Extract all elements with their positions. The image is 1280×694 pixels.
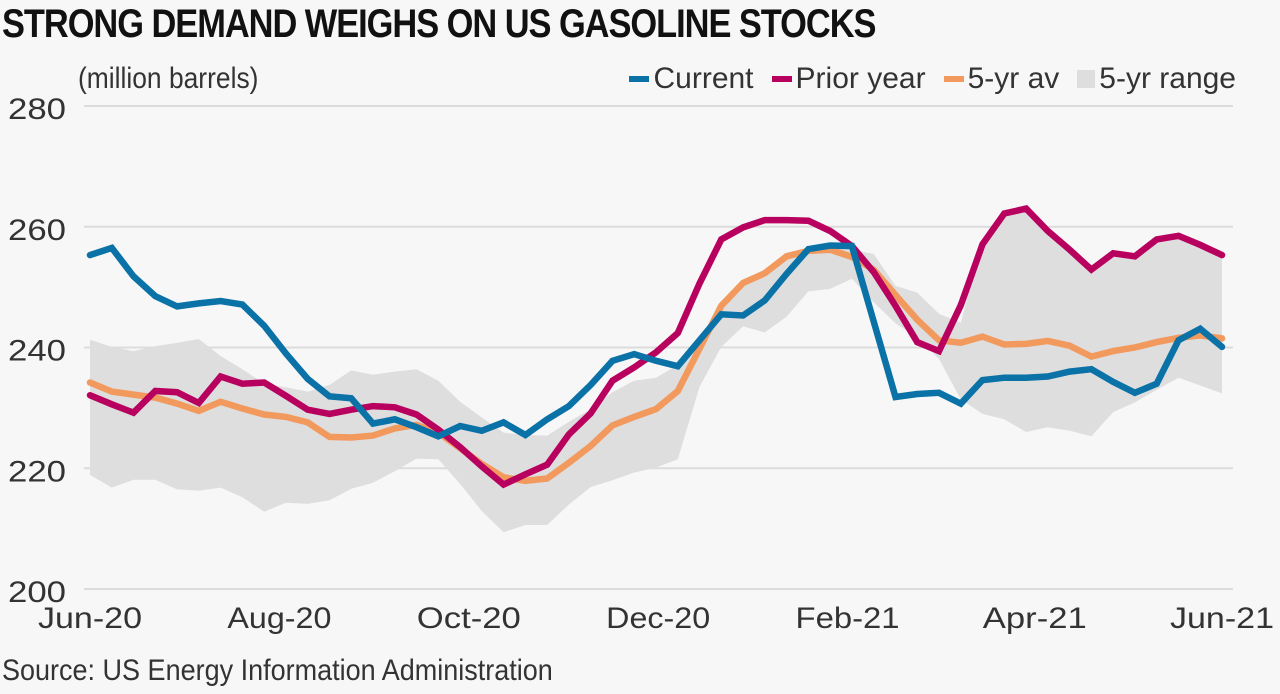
- legend-swatch-5yr-avg: [943, 76, 964, 82]
- x-tick-label: Jun-20: [38, 602, 142, 635]
- x-axis-ticks: Jun-20 Aug-20 Oct-20 Dec-20 Feb-21 Apr-21 Jun-…: [38, 602, 1274, 635]
- y-tick-label: 280: [8, 93, 66, 126]
- source-note: Source: US Energy Information Administra…: [2, 654, 553, 687]
- x-tick-label: Apr-21: [983, 602, 1087, 635]
- legend: Current Prior year 5-yr av 5-yr range: [629, 62, 1236, 96]
- series-5yr-range-band: [90, 208, 1222, 533]
- y-tick-label: 260: [8, 214, 66, 247]
- legend-swatch-prior-year: [771, 76, 792, 82]
- legend-item-5yr-range: 5-yr range: [1077, 62, 1236, 96]
- legend-label-5yr-avg: 5-yr av: [967, 62, 1060, 95]
- range-band-group: [90, 208, 1222, 533]
- x-tick-label: Dec-20: [606, 602, 710, 635]
- legend-swatch-5yr-range: [1077, 70, 1096, 88]
- legend-item-5yr-avg: 5-yr av: [943, 62, 1060, 96]
- y-axis-unit-label: (million barrels): [78, 62, 259, 95]
- legend-label-prior-year: Prior year: [795, 62, 926, 95]
- y-tick-label: 200: [8, 576, 66, 609]
- y-axis-ticks: 200 220 240 260 280: [8, 93, 66, 609]
- x-tick-label: Jun-21: [1170, 602, 1274, 635]
- legend-swatch-current: [629, 76, 650, 82]
- legend-item-current: Current: [629, 62, 754, 96]
- x-tick-label: Aug-20: [227, 602, 331, 635]
- legend-label-5yr-range: 5-yr range: [1099, 62, 1236, 95]
- legend-item-prior-year: Prior year: [771, 62, 926, 96]
- y-tick-label: 240: [8, 335, 66, 368]
- x-tick-label: Oct-20: [417, 602, 521, 635]
- legend-label-current: Current: [653, 62, 754, 95]
- chart-title: STRONG DEMAND WEIGHS ON US GASOLINE STOC…: [2, 2, 876, 46]
- series-lines: [86, 205, 1226, 489]
- x-tick-label: Feb-21: [796, 602, 900, 635]
- y-tick-label: 220: [8, 455, 66, 488]
